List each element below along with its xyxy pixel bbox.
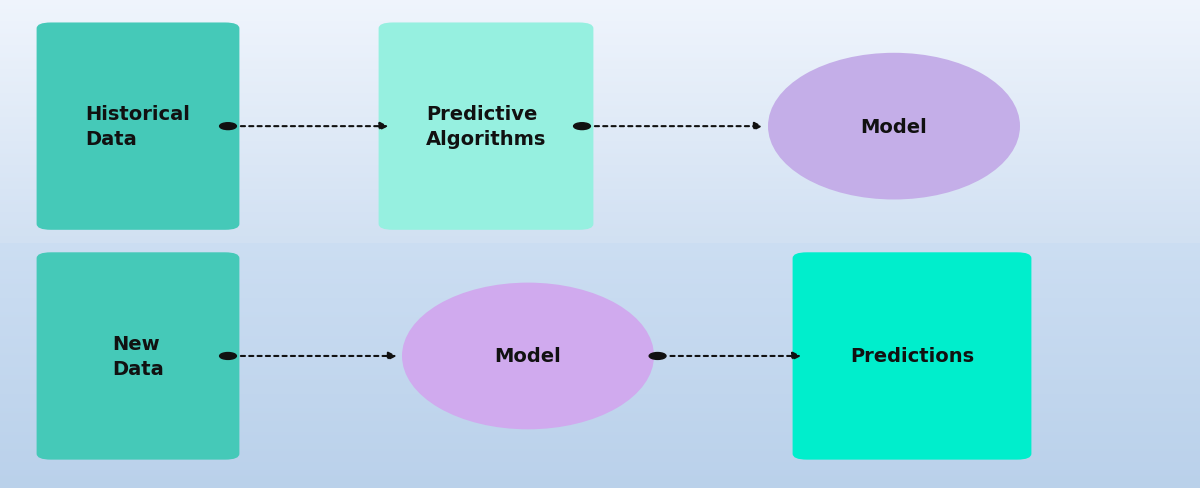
FancyBboxPatch shape xyxy=(37,253,239,460)
Text: Model: Model xyxy=(494,347,562,366)
Text: Predictive
Algorithms: Predictive Algorithms xyxy=(426,105,546,149)
Text: New
Data: New Data xyxy=(112,334,164,378)
FancyBboxPatch shape xyxy=(379,23,593,230)
Text: Model: Model xyxy=(860,118,928,136)
Circle shape xyxy=(574,123,590,130)
FancyBboxPatch shape xyxy=(793,253,1031,460)
Ellipse shape xyxy=(402,283,654,429)
Ellipse shape xyxy=(768,54,1020,200)
Circle shape xyxy=(649,353,666,360)
Text: Historical
Data: Historical Data xyxy=(85,105,191,149)
Text: Predictions: Predictions xyxy=(850,347,974,366)
Circle shape xyxy=(220,123,236,130)
Circle shape xyxy=(220,353,236,360)
FancyBboxPatch shape xyxy=(37,23,239,230)
